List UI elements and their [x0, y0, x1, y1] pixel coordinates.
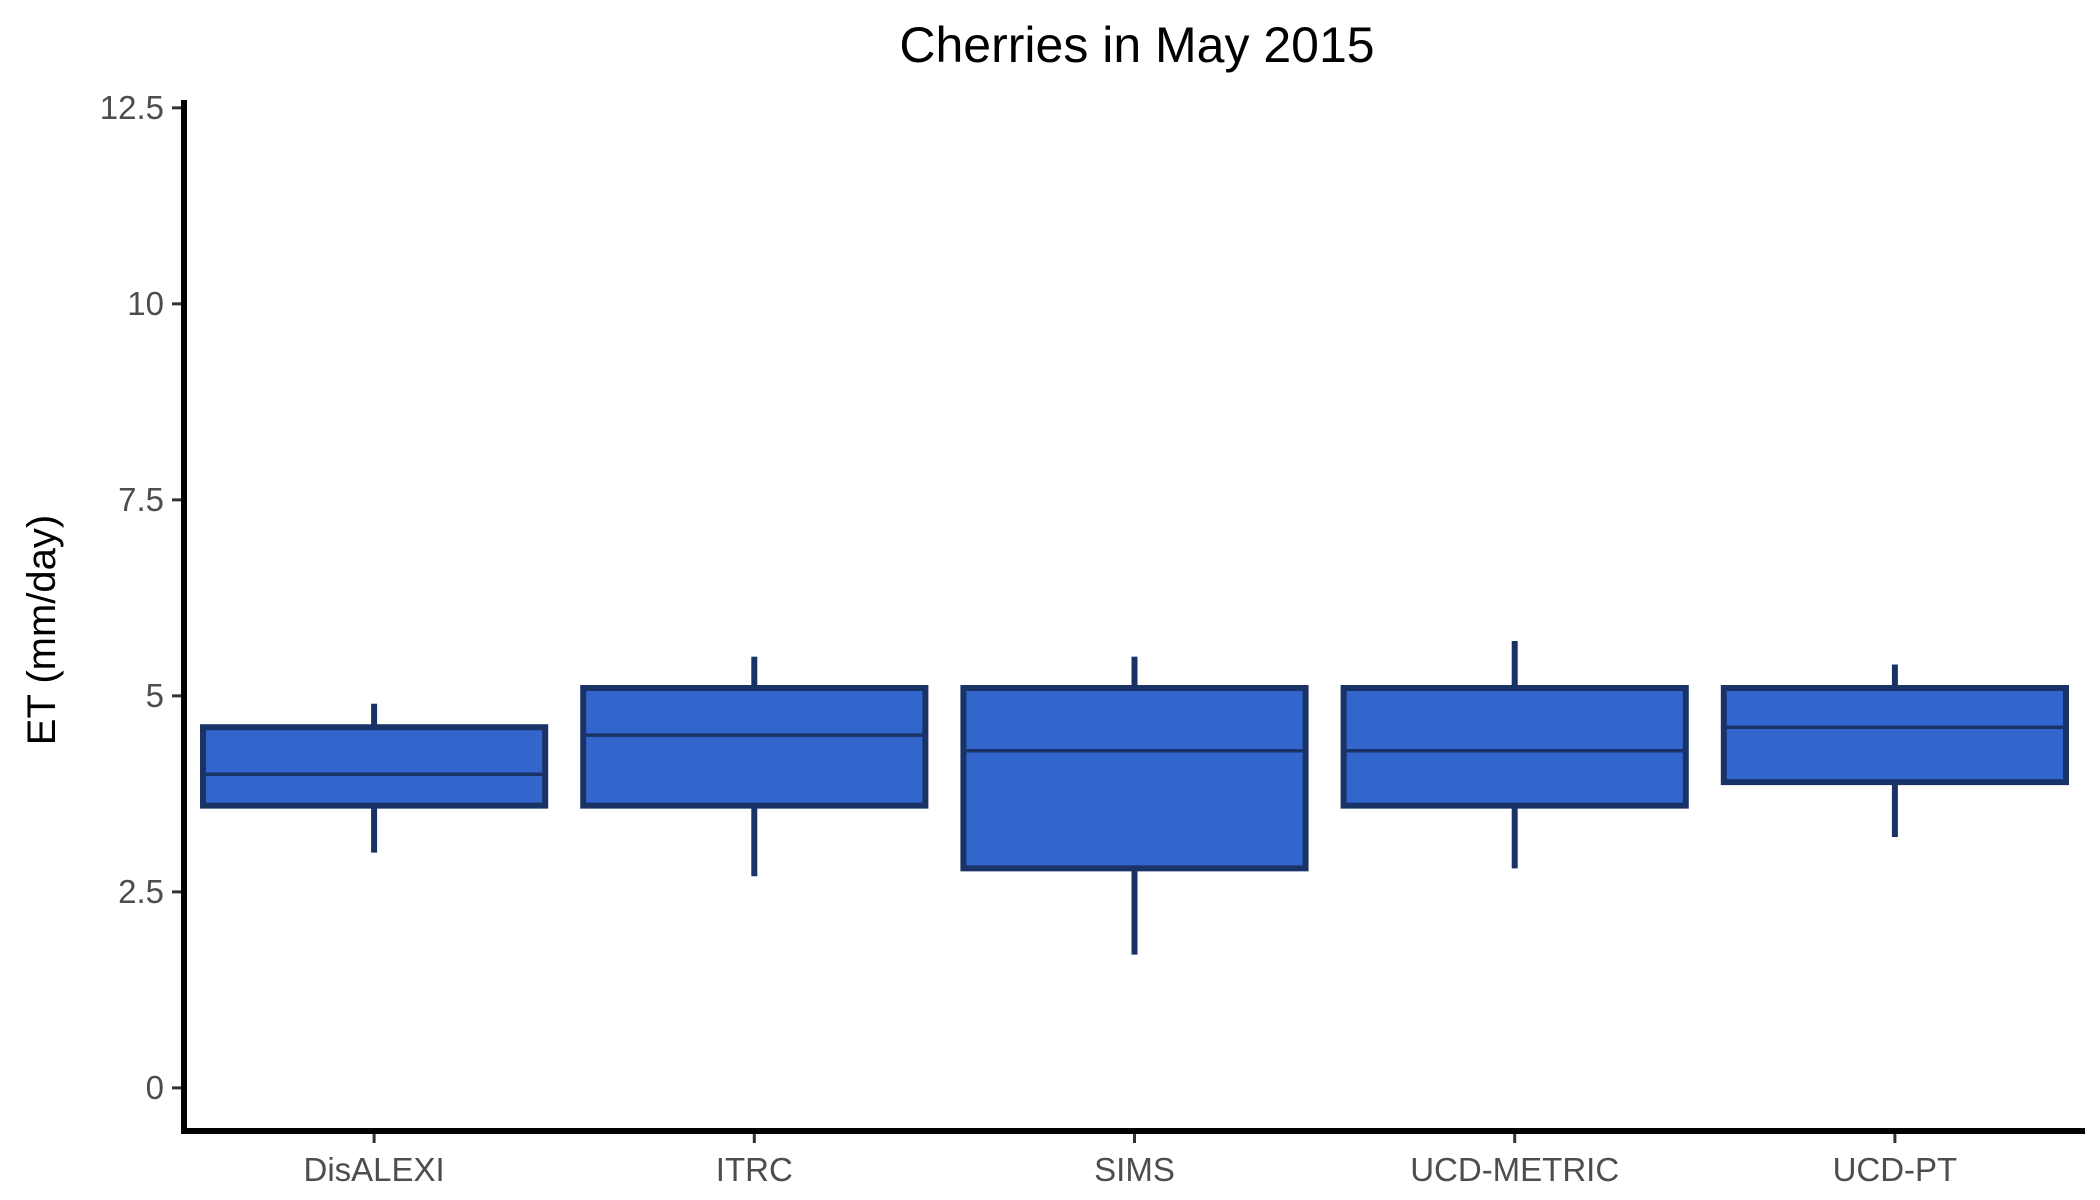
box-itrc: [580, 656, 929, 877]
box-sims: [960, 656, 1309, 955]
y-tick-label: 10: [127, 285, 164, 322]
y-tick-label: 5: [146, 677, 164, 714]
y-tick-label: 12.5: [100, 89, 164, 126]
box-iqr: [1720, 685, 2069, 786]
y-tick-label: 2.5: [118, 873, 164, 910]
box-iqr: [200, 724, 549, 809]
x-tick-label: SIMS: [1094, 1151, 1175, 1188]
box-iqr: [1340, 685, 1689, 809]
box-ucd-pt: [1720, 664, 2069, 837]
box-iqr: [580, 685, 929, 809]
x-tick-label: ITRC: [716, 1151, 793, 1188]
y-axis-label: ET (mm/day): [20, 515, 64, 745]
chart-title: Cherries in May 2015: [899, 17, 1374, 73]
y-axis-ticks: 0 2.5 5 7.5 10 12.5: [100, 89, 184, 1106]
boxplot-series: [200, 640, 2069, 955]
y-tick-label: 0: [146, 1069, 164, 1106]
box-disalexi: [200, 703, 549, 853]
box-ucd-metric: [1340, 640, 1689, 869]
box-iqr: [960, 685, 1309, 872]
x-tick-label: UCD-METRIC: [1410, 1151, 1619, 1188]
x-axis-ticks: DisALEXI ITRC SIMS UCD-METRIC UCD-PT: [303, 1131, 1957, 1188]
x-tick-label: UCD-PT: [1833, 1151, 1958, 1188]
x-tick-label: DisALEXI: [303, 1151, 444, 1188]
y-tick-label: 7.5: [118, 481, 164, 518]
